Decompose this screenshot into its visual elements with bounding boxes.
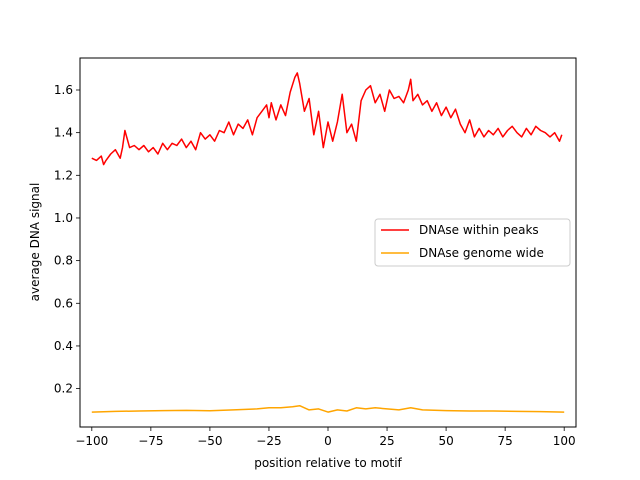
y-tick-label: 1.2 (54, 168, 73, 182)
x-axis: −100 −75 −50 −25 0 25 50 75 100 (75, 427, 576, 448)
x-tick-label: −50 (197, 434, 222, 448)
y-tick-label: 1.4 (54, 126, 73, 140)
legend-box (374, 218, 571, 267)
legend-label-genome: DNAse genome wide (419, 246, 544, 260)
series-line-1 (91, 404, 565, 413)
y-tick-label: 0.8 (54, 254, 73, 268)
y-tick-label: 1.6 (54, 83, 73, 97)
y-axis: 0.2 0.4 0.6 0.8 1.0 1.2 1.4 1.6 (54, 83, 80, 396)
y-tick-label: 1.0 (54, 211, 73, 225)
x-axis-label: position relative to motif (254, 456, 402, 470)
x-tick-label: 100 (553, 434, 576, 448)
y-tick-label: 0.4 (54, 339, 73, 353)
legend: DNAse within peaks DNAse genome wide (374, 218, 571, 267)
x-tick-label: 75 (498, 434, 513, 448)
y-tick-label: 0.2 (54, 382, 73, 396)
legend-label-peaks: DNAse within peaks (419, 223, 539, 237)
x-tick-label: −100 (75, 434, 108, 448)
x-tick-label: 0 (324, 434, 332, 448)
x-tick-label: −75 (138, 434, 163, 448)
y-axis-label: average DNA signal (28, 183, 42, 302)
x-tick-label: 50 (438, 434, 453, 448)
plot-lines (91, 72, 565, 413)
x-tick-label: 25 (379, 434, 394, 448)
y-tick-label: 0.6 (54, 296, 73, 310)
x-tick-label: −25 (256, 434, 281, 448)
series-line-0 (91, 72, 563, 166)
